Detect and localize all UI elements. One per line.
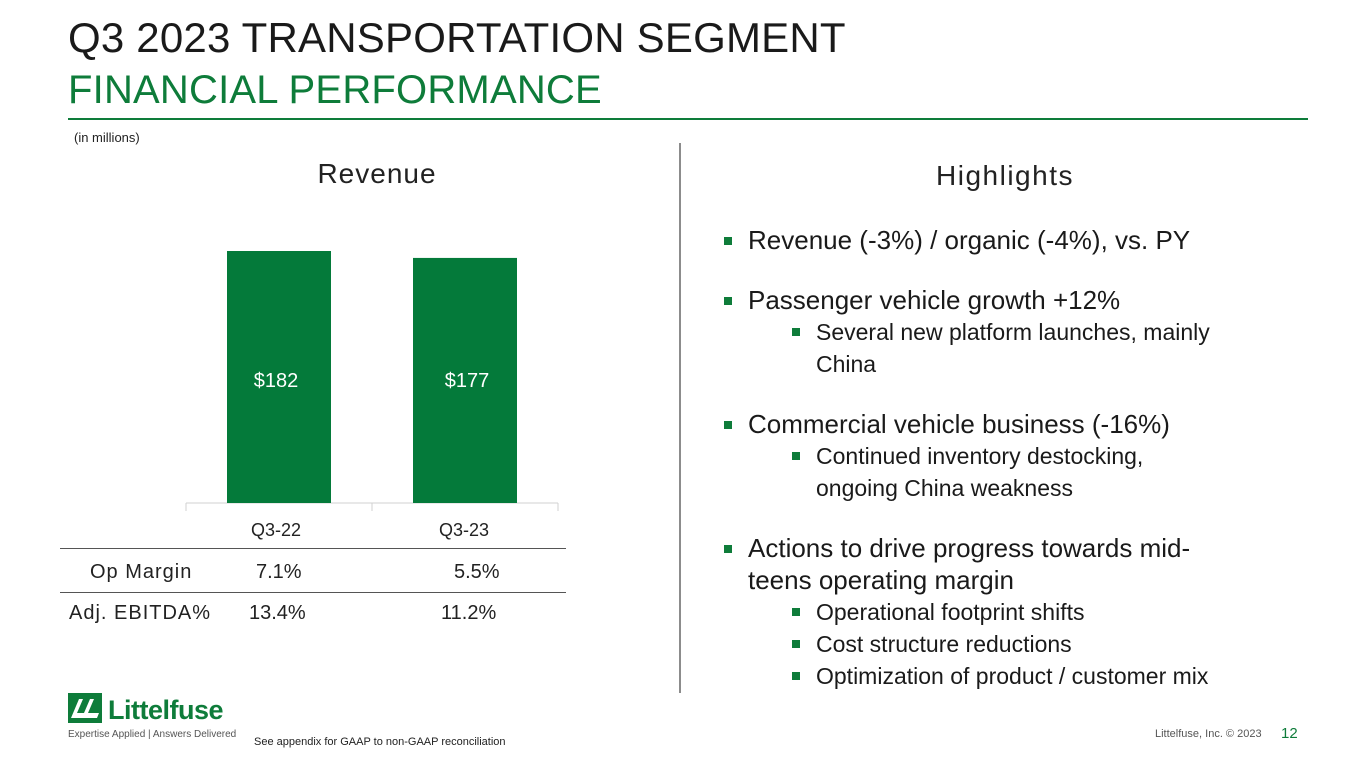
highlight-actions: Actions to drive progress towards mid- t… xyxy=(720,532,1320,596)
sub-highlight-launches: Several new platform launches, mainly Ch… xyxy=(720,316,1320,380)
logo-tagline: Expertise Applied | Answers Delivered xyxy=(68,729,237,740)
metrics-row-op-margin-label: Op Margin xyxy=(90,561,192,584)
bullet-square-icon xyxy=(724,545,732,553)
metrics-top-rule xyxy=(60,548,566,549)
chart-title: Revenue xyxy=(317,158,437,189)
highlight-text: Actions to drive progress towards mid- xyxy=(748,533,1191,563)
sub-highlight-text: Optimization of product / customer mix xyxy=(816,663,1209,689)
sub-highlight-mix: Optimization of product / customer mix xyxy=(720,660,1320,692)
highlight-text: Passenger vehicle growth +12% xyxy=(748,285,1121,315)
adj-ebitda-q3-23: 11.2% xyxy=(441,602,497,624)
metrics-row-ebitda-label: Adj. EBITDA% xyxy=(69,602,211,625)
bullet-square-icon xyxy=(792,452,800,460)
sub-highlight-text: Operational footprint shifts xyxy=(816,599,1085,625)
bullet-square-icon xyxy=(724,421,732,429)
sub-highlight-text: Continued inventory destocking, xyxy=(816,443,1144,469)
page-number: 12 xyxy=(1281,725,1298,742)
sub-highlight-text: ongoing China weakness xyxy=(816,475,1074,501)
bullet-square-icon xyxy=(724,237,732,245)
bullet-square-icon xyxy=(724,297,732,305)
adj-ebitda-q3-22: 13.4% xyxy=(249,602,306,624)
logo-wordmark: Littelfuse xyxy=(108,695,224,725)
metrics-bottom-rule xyxy=(60,592,566,593)
highlight-text: Commercial vehicle business (-16%) xyxy=(748,409,1170,439)
op-margin-q3-22: 7.1% xyxy=(256,561,302,583)
bullet-square-icon xyxy=(792,672,800,680)
sub-highlight-footprint: Operational footprint shifts xyxy=(720,596,1320,628)
op-margin-label: Op Margin xyxy=(90,561,193,583)
sub-highlight-destocking: Continued inventory destocking, ongoing … xyxy=(720,440,1320,504)
copyright: Littelfuse, Inc. © 2023 xyxy=(1155,728,1262,740)
adj-ebitda-label: Adj. EBITDA% xyxy=(69,602,212,624)
sub-highlight-cost: Cost structure reductions xyxy=(720,628,1320,660)
bullet-square-icon xyxy=(792,328,800,336)
highlight-text: Revenue (-3%) / organic (-4%), vs. PY xyxy=(748,225,1191,255)
data-label-q3-22: $182 xyxy=(254,370,299,392)
tick-label-q3-23: Q3-23 xyxy=(439,520,489,540)
bullet-square-icon xyxy=(792,640,800,648)
revenue-chart: $182 Q3-22 $177 Q3-23 xyxy=(185,251,559,540)
highlight-revenue: Revenue (-3%) / organic (-4%), vs. PY xyxy=(720,224,1320,256)
sub-highlight-text: Cost structure reductions xyxy=(816,631,1072,657)
sub-highlight-text: Several new platform launches, mainly xyxy=(816,319,1210,345)
bar-q3-22 xyxy=(227,251,331,503)
highlights-list: Revenue (-3%) / organic (-4%), vs. PY Pa… xyxy=(720,224,1320,692)
slide-subtitle: FINANCIAL PERFORMANCE xyxy=(68,68,602,112)
op-margin-q3-23: 5.5% xyxy=(454,561,500,583)
footnote: See appendix for GAAP to non-GAAP reconc… xyxy=(254,736,506,748)
highlights-title: Highlights xyxy=(936,160,1074,191)
highlight-commercial: Commercial vehicle business (-16%) xyxy=(720,408,1320,440)
highlight-passenger: Passenger vehicle growth +12% xyxy=(720,284,1320,316)
column-divider xyxy=(679,143,681,693)
bar-q3-23 xyxy=(413,257,517,503)
sub-highlight-text: China xyxy=(816,351,877,377)
data-label-q3-23: $177 xyxy=(445,370,490,392)
bullet-square-icon xyxy=(792,608,800,616)
title-divider xyxy=(68,118,1308,120)
highlight-text: teens operating margin xyxy=(748,565,1014,595)
tick-label-q3-22: Q3-22 xyxy=(251,520,301,540)
littelfuse-logo-icon xyxy=(68,693,102,723)
units-note: (in millions) xyxy=(74,130,140,145)
slide-title: Q3 2023 TRANSPORTATION SEGMENT xyxy=(68,14,846,61)
